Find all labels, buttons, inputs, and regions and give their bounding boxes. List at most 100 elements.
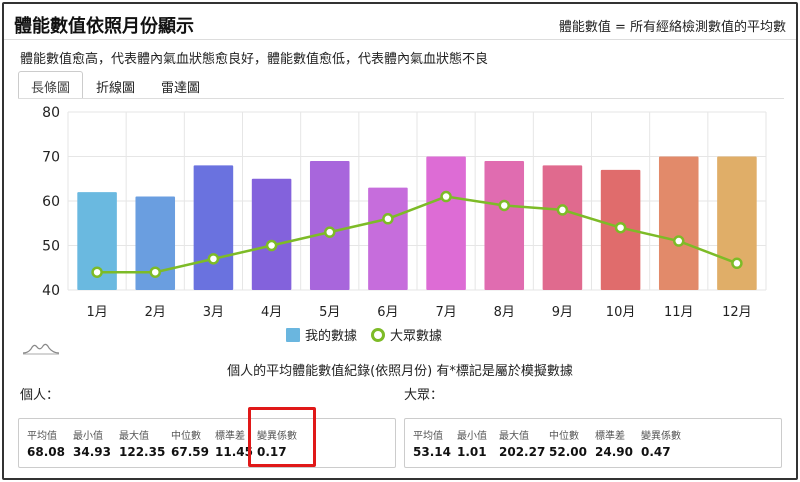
public-stat-min: 最小值 1.01 — [457, 427, 487, 459]
bar — [368, 187, 408, 290]
chart-legend: 我的數據 大眾數據 — [286, 325, 456, 344]
personal-stats-box: 平均值 68.08 最小值 34.93 最大值 122.35 中位數 67.59… — [18, 418, 396, 468]
line-point — [91, 266, 103, 278]
public-stats-box: 平均值 53.14 最小值 1.01 最大值 202.27 中位數 52.00 … — [404, 418, 782, 468]
x-tick-label: 8月 — [494, 305, 515, 320]
bar — [717, 156, 757, 290]
stat-label: 平均值 — [27, 431, 57, 442]
legend-label-my-data: 我的數據 — [305, 329, 358, 344]
stat-value: 52.00 — [549, 445, 587, 459]
line-point — [440, 190, 452, 203]
stat-value: 1.01 — [457, 445, 487, 459]
bar-line-chart: 40 50 60 70 80 1月 2月 3月 4月 5月 6月 7月 8月 9月 10月 11月 12月 — [42, 105, 767, 320]
highlight-box — [248, 407, 316, 467]
stat-value: 68.08 — [27, 445, 65, 459]
tab-bar-chart[interactable]: 長條圖 — [18, 71, 84, 99]
panel-header: 體能數值依照月份顯示 體能數值 = 所有經絡檢測數值的平均數 — [4, 4, 796, 40]
x-tick-label: 11月 — [664, 305, 694, 320]
x-tick-label: 4月 — [261, 305, 282, 320]
line-point — [382, 213, 394, 225]
stat-value: 11.45 — [215, 445, 253, 459]
bar — [484, 160, 525, 290]
bar — [658, 156, 699, 290]
public-stat-cv: 變異係數 0.47 — [641, 427, 681, 459]
x-tick-label: 12月 — [722, 305, 752, 320]
stat-label: 中位數 — [171, 431, 201, 442]
y-tick-label: 70 — [42, 150, 60, 166]
legend-line-swatch — [371, 327, 386, 342]
series-line — [97, 195, 738, 274]
x-tick-label: 9月 — [552, 305, 573, 320]
stat-value: 24.90 — [595, 445, 633, 459]
stat-label: 最大值 — [119, 431, 149, 442]
chart-area: 40 50 60 70 80 1月 2月 3月 4月 5月 6月 7月 8月 9月 10月 11月 12月 — [0, 100, 800, 350]
bar — [251, 178, 292, 290]
legend-item-public-data[interactable]: 大眾數據 — [371, 325, 442, 344]
line-point — [498, 199, 510, 212]
line-point — [149, 266, 161, 278]
public-stat-stddev: 標準差 24.90 — [595, 427, 633, 459]
stat-label: 標準差 — [595, 431, 625, 442]
line-point — [207, 253, 220, 265]
stat-value: 67.59 — [171, 445, 209, 459]
public-stat-median: 中位數 52.00 — [549, 427, 587, 459]
personal-stat-min: 最小值 34.93 — [73, 427, 111, 459]
stat-value: 0.47 — [641, 445, 671, 459]
stat-label: 變異係數 — [641, 431, 681, 442]
legend-label-public-data: 大眾數據 — [390, 329, 443, 344]
y-tick-label: 60 — [42, 194, 60, 210]
stat-label: 變異係數 — [257, 431, 297, 442]
legend-bar-swatch — [286, 327, 300, 342]
line-point — [556, 204, 569, 216]
stat-label: 最小值 — [457, 431, 487, 442]
chart-type-tabs: 長條圖 折線圖 雷達圖 — [18, 71, 213, 99]
stat-value: 0.17 — [257, 445, 287, 459]
public-stat-max: 最大值 202.27 — [499, 427, 545, 459]
personal-label: 個人： — [20, 388, 60, 403]
personal-stat-cv: 變異係數 0.17 — [257, 427, 297, 459]
line-point — [265, 239, 278, 252]
x-tick-label: 6月 — [377, 305, 398, 320]
stat-label: 最大值 — [499, 431, 529, 442]
page-title: 體能數值依照月份顯示 — [14, 16, 194, 37]
bar — [193, 165, 234, 290]
tab-line-chart[interactable]: 折線圖 — [96, 81, 136, 96]
stats-section-title: 個人的平均體能數值紀錄(依照月份) 有*標記是屬於模擬數據 — [227, 364, 573, 379]
line-point — [324, 226, 336, 238]
x-tick-label: 3月 — [203, 305, 224, 320]
bar — [426, 156, 466, 290]
stat-label: 最小值 — [73, 431, 103, 442]
bar — [135, 196, 176, 290]
y-tick-label: 40 — [42, 283, 60, 299]
tabs-divider — [18, 98, 784, 99]
y-tick-label: 80 — [42, 105, 60, 121]
bar — [77, 192, 117, 290]
stat-value: 53.14 — [413, 445, 451, 459]
y-tick-label: 50 — [42, 239, 60, 255]
stat-value: 202.27 — [499, 445, 546, 459]
x-tick-label: 10月 — [606, 305, 636, 320]
personal-stat-median: 中位數 67.59 — [171, 427, 209, 459]
legend-item-my-data[interactable]: 我的數據 — [286, 325, 357, 344]
stat-label: 中位數 — [549, 431, 579, 442]
public-stat-mean: 平均值 53.14 — [413, 427, 451, 459]
personal-stat-mean: 平均值 68.08 — [27, 427, 65, 459]
chart-description: 體能數值愈高，代表體內氣血狀態愈良好，體能數值愈低，代表體內氣血狀態不良 — [20, 52, 489, 67]
stat-value: 34.93 — [73, 445, 111, 459]
x-tick-label: 2月 — [145, 305, 166, 320]
stat-value: 122.35 — [119, 445, 166, 459]
x-tick-label: 1月 — [86, 305, 107, 320]
sparkline-icon[interactable] — [22, 340, 60, 356]
personal-stat-max: 最大值 122.35 — [119, 427, 165, 459]
line-point — [731, 257, 743, 270]
stat-label: 標準差 — [215, 431, 245, 442]
x-tick-label: 7月 — [435, 305, 456, 320]
line-point — [614, 221, 627, 234]
tab-radar-chart[interactable]: 雷達圖 — [161, 81, 201, 96]
line-point — [673, 235, 685, 247]
bar — [309, 160, 350, 290]
x-tick-label: 5月 — [319, 305, 340, 320]
bar — [542, 165, 583, 290]
stat-label: 平均值 — [413, 431, 443, 442]
